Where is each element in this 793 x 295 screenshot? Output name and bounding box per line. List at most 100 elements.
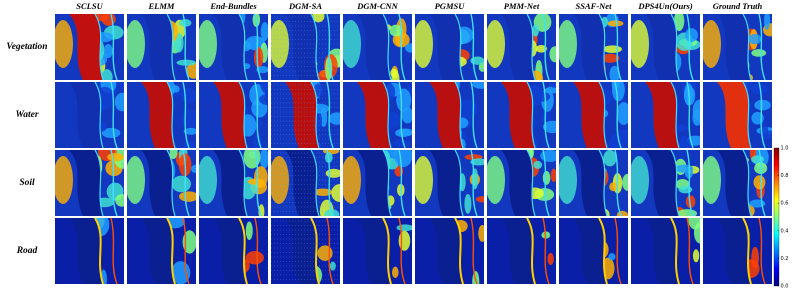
map-blob bbox=[677, 209, 698, 216]
river bbox=[645, 150, 679, 216]
edge-line bbox=[398, 14, 406, 80]
map-blob bbox=[692, 249, 700, 263]
map-content bbox=[271, 218, 340, 284]
edge-line bbox=[238, 218, 248, 284]
map-blob bbox=[631, 20, 649, 68]
abundance-map bbox=[415, 218, 484, 284]
map-blob bbox=[107, 152, 124, 162]
map-blob bbox=[243, 150, 261, 169]
colorbar-tick-label: 0.0 bbox=[781, 284, 789, 290]
edge-line bbox=[326, 218, 334, 284]
edge-line bbox=[310, 218, 320, 284]
abundance-map bbox=[199, 14, 268, 80]
column-header: Ground Truth bbox=[713, 1, 763, 11]
map-content bbox=[199, 14, 268, 80]
edge-line bbox=[614, 82, 622, 148]
river bbox=[717, 82, 751, 148]
river bbox=[357, 218, 391, 284]
map-content bbox=[415, 218, 484, 284]
edge-line bbox=[758, 218, 766, 284]
column-header: PGMSU bbox=[435, 1, 466, 11]
map-blob bbox=[684, 28, 698, 43]
map-blob bbox=[608, 253, 616, 261]
map-blob bbox=[693, 221, 700, 244]
map-blob bbox=[748, 33, 762, 45]
map-content bbox=[487, 218, 556, 284]
map-blob bbox=[533, 160, 543, 169]
map-blob bbox=[183, 127, 196, 135]
abundance-map bbox=[487, 150, 556, 216]
map-content bbox=[343, 218, 412, 284]
map-blob bbox=[458, 99, 478, 119]
column-header: ELMM bbox=[148, 1, 175, 11]
abundance-map bbox=[271, 150, 340, 216]
river bbox=[429, 150, 463, 216]
map-content bbox=[703, 218, 772, 284]
map-blob bbox=[55, 156, 73, 204]
edge-line bbox=[526, 150, 536, 216]
edge-line bbox=[670, 150, 680, 216]
row-label: Water bbox=[15, 110, 38, 120]
edge-line bbox=[310, 14, 320, 80]
abundance-map bbox=[343, 150, 412, 216]
edge-line bbox=[542, 218, 550, 284]
abundance-map bbox=[415, 82, 484, 148]
edge-line bbox=[182, 150, 190, 216]
map-content bbox=[559, 150, 628, 216]
abundance-map bbox=[703, 14, 772, 80]
map-blob bbox=[631, 156, 649, 204]
map-blob bbox=[254, 47, 264, 69]
edge-line bbox=[454, 82, 464, 148]
edge-line bbox=[454, 150, 464, 216]
map-blob bbox=[258, 93, 268, 105]
abundance-map bbox=[343, 82, 412, 148]
column-header: SSAF-Net bbox=[576, 1, 613, 11]
edge-line bbox=[254, 14, 262, 80]
edge-line bbox=[382, 218, 392, 284]
edge-line bbox=[758, 14, 766, 80]
map-blob bbox=[394, 150, 412, 168]
map-content bbox=[55, 14, 124, 80]
edge-line bbox=[542, 14, 550, 80]
edge-line bbox=[614, 218, 622, 284]
river bbox=[141, 218, 175, 284]
river bbox=[645, 82, 679, 148]
edge-line bbox=[526, 218, 536, 284]
abundance-map bbox=[703, 150, 772, 216]
edge-line bbox=[382, 82, 392, 148]
abundance-map bbox=[55, 14, 124, 80]
river bbox=[501, 14, 535, 80]
map-content bbox=[343, 82, 412, 148]
map-blob bbox=[754, 99, 771, 111]
edge-line bbox=[686, 14, 694, 80]
map-blob bbox=[550, 168, 556, 183]
river bbox=[141, 14, 175, 80]
river bbox=[717, 150, 751, 216]
map-blob bbox=[541, 111, 551, 125]
edge-line bbox=[110, 14, 118, 80]
abundance-map bbox=[343, 218, 412, 284]
abundance-map bbox=[559, 150, 628, 216]
river bbox=[141, 82, 175, 148]
map-blob bbox=[685, 195, 696, 209]
edge-line bbox=[686, 82, 694, 148]
edge-line bbox=[166, 14, 176, 80]
map-blob bbox=[114, 92, 124, 112]
map-blob bbox=[547, 252, 554, 266]
abundance-map bbox=[559, 82, 628, 148]
map-blob bbox=[405, 43, 412, 53]
abundance-map bbox=[199, 218, 268, 284]
edge-line bbox=[238, 82, 248, 148]
map-blob bbox=[611, 82, 625, 102]
edge-line bbox=[238, 150, 248, 216]
edge-line bbox=[326, 14, 334, 80]
edge-line bbox=[254, 218, 262, 284]
edge-line bbox=[526, 82, 536, 148]
map-content bbox=[415, 14, 484, 80]
edge-line bbox=[670, 82, 680, 148]
map-blob bbox=[259, 150, 268, 169]
edge-line bbox=[614, 150, 622, 216]
map-blob bbox=[393, 140, 411, 147]
edge-line bbox=[166, 150, 176, 216]
map-blob bbox=[487, 20, 505, 68]
